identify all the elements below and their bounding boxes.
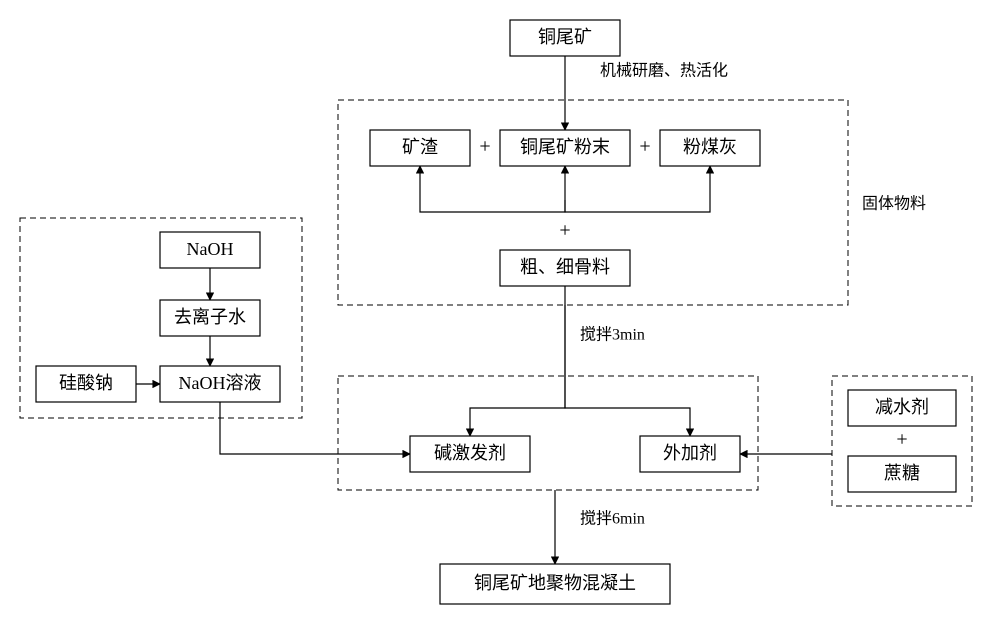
plus-additive_plus: + <box>896 429 907 451</box>
box-label-fly_ash: 粉煤灰 <box>683 137 737 157</box>
box-label-activator: 碱激发剂 <box>434 443 506 463</box>
box-label-admixture: 外加剂 <box>663 443 717 463</box>
label-mix6: 搅拌6min <box>580 510 645 528</box>
box-label-sucrose: 蔗糖 <box>884 463 920 483</box>
plus-powder_flyash: + <box>639 136 650 158</box>
label-mix3: 搅拌3min <box>580 326 645 344</box>
region-mixing <box>338 376 758 490</box>
box-label-di_water: 去离子水 <box>174 307 246 327</box>
region-label-solid_materials: 固体物料 <box>862 195 926 213</box>
label-grind_activate: 机械研磨、热活化 <box>600 62 728 80</box>
arrow-to_admixture <box>565 376 690 436</box>
arrow-to_activator <box>470 376 565 436</box>
box-label-product: 铜尾矿地聚物混凝土 <box>474 573 636 593</box>
box-label-na_silicate: 硅酸钠 <box>59 373 113 393</box>
box-label-reducer: 减水剂 <box>875 397 929 417</box>
box-label-cu_tailings: 铜尾矿 <box>538 27 592 47</box>
box-label-slag: 矿渣 <box>402 137 438 157</box>
box-label-cu_tailings_powder: 铜尾矿粉末 <box>520 137 610 157</box>
plus-aggregate_plus: + <box>559 220 570 242</box>
box-label-naoh: NaOH <box>187 239 234 259</box>
arrow-to_slag <box>420 166 565 212</box>
arrow-sol_to_activ <box>220 402 410 454</box>
box-label-aggregates: 粗、细骨料 <box>520 257 610 277</box>
plus-slag_powder: + <box>479 136 490 158</box>
box-label-naoh_solution: NaOH溶液 <box>179 373 262 393</box>
flowchart-diagram: 固体物料 铜尾矿矿渣 铜尾矿粉末 粉煤灰粗、细骨料 NaOH 去离子水硅酸钠 NaOH溶液碱… <box>0 0 1000 638</box>
arrow-to_flyash <box>565 166 710 212</box>
